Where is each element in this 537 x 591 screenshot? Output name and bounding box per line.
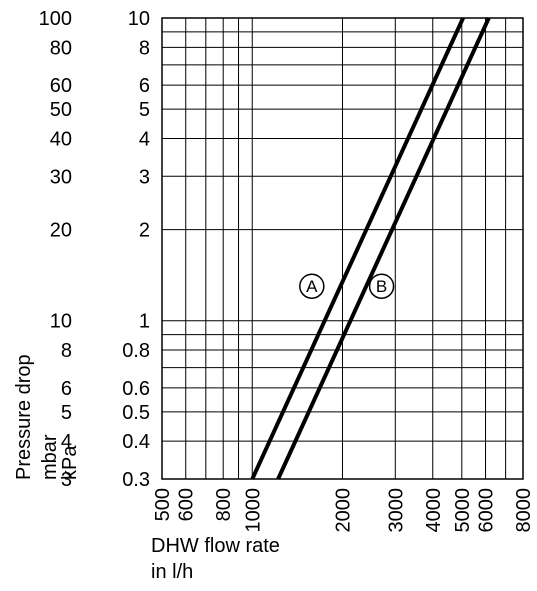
x-tick-label: 4000 [423,488,445,533]
y-tick-label-kpa: 1 [139,311,150,333]
x-tick-label: 600 [176,488,198,521]
y-tick-label-kpa: 0.6 [122,378,150,400]
x-tick-label: 8000 [513,488,535,533]
y-tick-label-mbar: 3 [61,469,72,491]
x-tick-label: 800 [213,488,235,521]
y-tick-label-kpa: 0.8 [122,340,150,362]
y-axis-label-kpa: kPa [59,445,81,480]
y-tick-label-mbar: 8 [61,340,72,362]
x-axis-label: DHW flow rate in l/h [151,535,285,583]
series-marker-B [368,273,395,299]
grid [161,17,524,480]
x-tick-label: 500 [152,488,174,521]
x-tick-label: 5000 [452,488,474,533]
x-tick-label: 1000 [242,488,264,533]
x-tick-label: 6000 [476,488,498,533]
series-line-A [250,17,465,480]
y-tick-label-kpa: 10 [128,8,150,30]
y-tick-label-kpa: 0.3 [122,469,150,491]
y-tick-label-kpa: 6 [139,75,150,97]
y-tick-label-kpa: 0.5 [122,402,150,424]
y-tick-label-kpa: 2 [139,220,150,242]
y-tick-label-kpa: 4 [139,128,150,150]
y-tick-label-mbar: 5 [61,402,72,424]
y-tick-label-mbar: 10 [50,311,72,333]
series-line-B [276,17,491,480]
series-marker-A [299,273,325,299]
x-tick-label: 3000 [385,488,407,533]
y-tick-label-kpa: 3 [139,166,150,188]
plot-frame [161,17,524,480]
series-label-A: A [306,277,318,296]
y-tick-label-mbar: 100 [39,8,72,30]
y-tick-label-mbar: 4 [61,431,72,453]
y-tick-label-mbar: 20 [50,220,72,242]
x-tick-labels: 500 600 800 1000 2000 3000 4000 5000 6000 8000 [152,488,535,533]
y-tick-label-mbar: 80 [50,37,72,59]
y-tick-label-mbar: 50 [50,99,72,121]
y-tick-label-mbar: 30 [50,166,72,188]
y-tick-label-mbar: 60 [50,75,72,97]
y-tick-label-kpa: 0.4 [122,431,150,453]
x-tick-label: 2000 [333,488,355,533]
y-tick-label-kpa: 8 [139,37,150,59]
y-tick-label-mbar: 40 [50,128,72,150]
y-tick-labels: 0.30.40.50.60.81234568103456810203040506… [39,8,150,491]
series-label-B: B [376,277,387,296]
y-tick-label-mbar: 6 [61,378,72,400]
y-axis-label-mbar: Pressure drop mbar [13,349,61,480]
y-tick-label-kpa: 5 [139,99,150,121]
